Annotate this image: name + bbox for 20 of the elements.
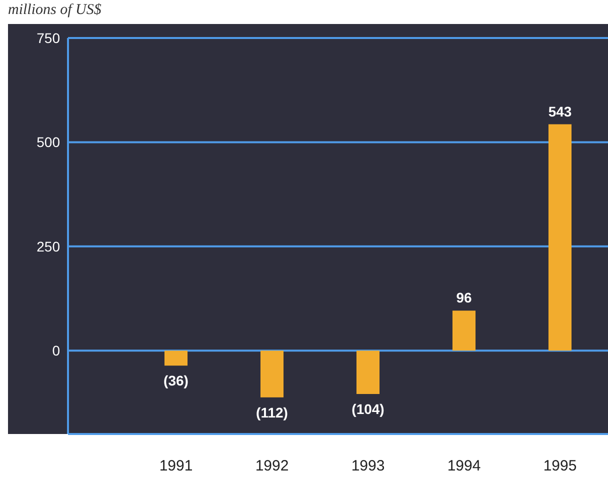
- y-tick-label: 500: [36, 134, 60, 150]
- data-label: (36): [164, 372, 188, 389]
- data-label: (104): [352, 400, 384, 417]
- x-tick-label: 1991: [159, 458, 193, 475]
- x-tick-label: 1994: [447, 458, 481, 475]
- data-label: (112): [256, 404, 288, 420]
- bar: [452, 310, 476, 351]
- data-label: 543: [548, 103, 572, 120]
- x-tick-label: 1993: [351, 458, 385, 475]
- y-tick-label: 250: [36, 238, 60, 254]
- bar: [260, 350, 284, 398]
- data-label: 96: [456, 290, 472, 306]
- y-tick-label: 0: [52, 342, 60, 359]
- x-tick-label: 1995: [543, 458, 577, 475]
- x-tick-label: 1992: [255, 458, 289, 475]
- bar: [356, 350, 380, 394]
- y-tick-label: 750: [36, 30, 60, 46]
- bar: [164, 350, 188, 366]
- bar: [548, 124, 572, 351]
- y-axis-title: millions of US$: [8, 2, 102, 20]
